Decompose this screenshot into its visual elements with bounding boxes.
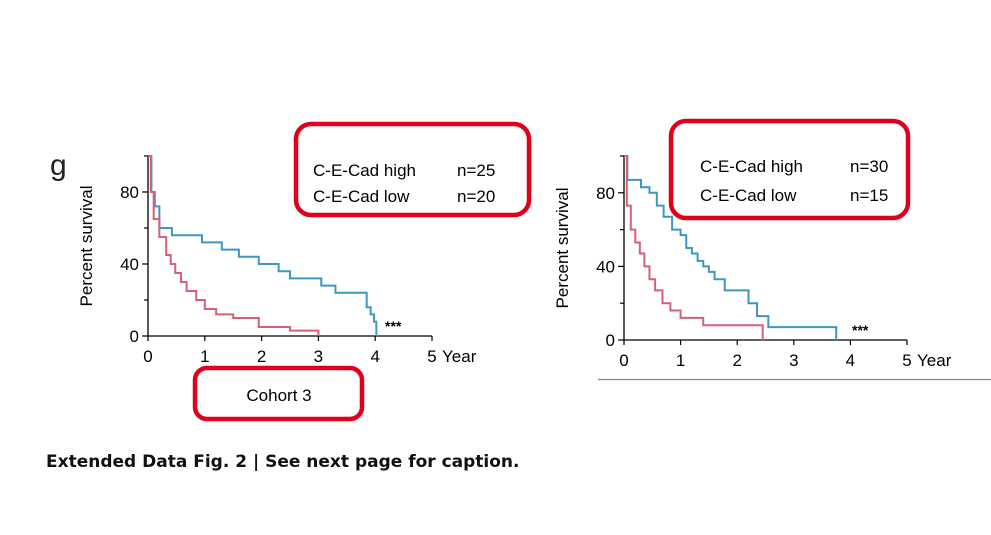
y-tick-label: 80 bbox=[596, 184, 615, 203]
y-tick-label: 0 bbox=[606, 331, 615, 350]
legend-series-name: C-E-Cad low bbox=[313, 187, 410, 206]
survival-curve-low bbox=[148, 155, 320, 336]
panel-letter: g bbox=[50, 149, 67, 182]
legend-n-count: n=20 bbox=[457, 187, 495, 206]
x-tick-label: 0 bbox=[619, 351, 628, 370]
survival-curve-high bbox=[624, 155, 838, 340]
significance-stars: *** bbox=[852, 322, 869, 338]
legend-n-count: n=25 bbox=[457, 161, 495, 180]
legend-n-count: n=15 bbox=[850, 186, 888, 205]
x-tick-label: 2 bbox=[732, 351, 741, 370]
legend-series-name: C-E-Cad high bbox=[700, 157, 803, 176]
y-tick-label: 40 bbox=[120, 255, 139, 274]
y-tick-label: 40 bbox=[596, 257, 615, 276]
y-tick-label: 0 bbox=[130, 327, 139, 346]
km-chart-cohort-3: 0 40 80 0 1 2 3 4 5 Year Percent survival *** C-E-Ca… bbox=[77, 121, 532, 422]
legend-highlight-box bbox=[668, 118, 911, 221]
survival-curve-low bbox=[624, 155, 764, 340]
x-tick-label: 4 bbox=[370, 347, 379, 366]
y-axis-title: Percent survival bbox=[553, 188, 572, 309]
legend-series-name: C-E-Cad high bbox=[313, 161, 416, 180]
x-tick-label: 5 bbox=[902, 351, 911, 370]
legend-series-name: C-E-Cad low bbox=[700, 186, 797, 205]
x-tick-label: 4 bbox=[846, 351, 855, 370]
survival-curve-high bbox=[148, 155, 378, 336]
cohort-highlight-box bbox=[192, 365, 365, 422]
x-axis-title: Year bbox=[917, 351, 952, 370]
x-axis-title: Year bbox=[442, 347, 477, 366]
x-tick-label: 1 bbox=[200, 347, 209, 366]
x-tick-label: 1 bbox=[676, 351, 685, 370]
legend-n-count: n=30 bbox=[850, 157, 888, 176]
x-tick-label: 2 bbox=[257, 347, 266, 366]
y-tick-label: 80 bbox=[120, 183, 139, 202]
cohort-label: Cohort 3 bbox=[246, 386, 311, 405]
x-tick-label: 3 bbox=[789, 351, 798, 370]
y-axis-title: Percent survival bbox=[77, 186, 96, 307]
km-chart-cohort-2: 0 40 80 0 1 2 3 4 5 Year Percent survival *** C-E-Ca… bbox=[553, 118, 952, 370]
x-tick-label: 0 bbox=[143, 347, 152, 366]
significance-stars: *** bbox=[385, 318, 402, 334]
legend-highlight-box bbox=[293, 121, 532, 218]
x-tick-label: 3 bbox=[314, 347, 323, 366]
figure-caption: Extended Data Fig. 2 | See next page for… bbox=[46, 452, 520, 472]
x-tick-label: 5 bbox=[427, 347, 436, 366]
